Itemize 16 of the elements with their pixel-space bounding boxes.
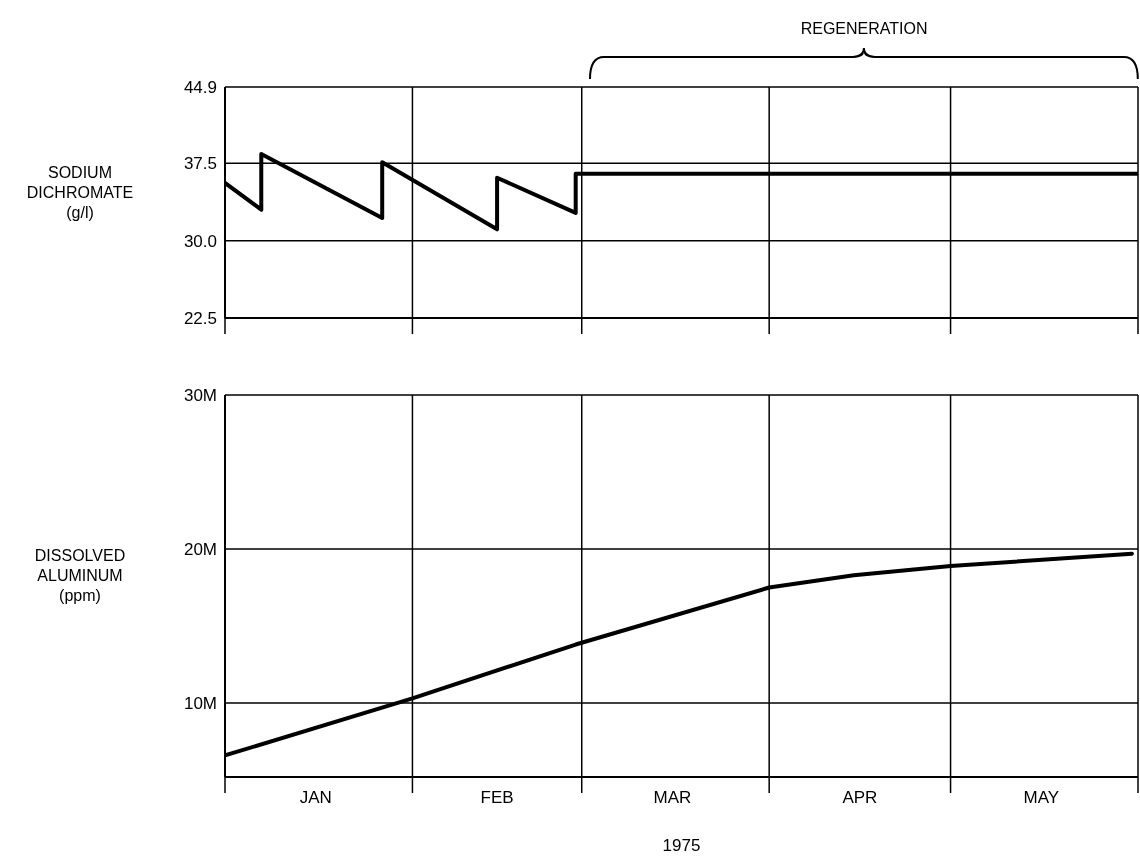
y-tick-label: 37.5 (183, 154, 217, 174)
y-tick-label: 10M (183, 694, 217, 714)
x-tick-label: APR (842, 788, 878, 807)
y-axis-title: SODIUM DICHROMATE (g/l) (25, 162, 135, 223)
x-tick-label: MAR (653, 788, 692, 807)
y-tick-label: 30.0 (183, 231, 217, 251)
x-tick-label: FEB (480, 788, 514, 807)
y-tick-label: 22.5 (183, 309, 217, 329)
x-tick-label: JAN (299, 788, 332, 807)
x-axis-title: 1975 (661, 836, 702, 856)
y-tick-label: 44.9 (183, 78, 217, 98)
x-tick-label: MAY (1023, 788, 1060, 807)
y-axis-title: DISSOLVED ALUMINUM (ppm) (33, 546, 127, 606)
text: REGENERATION (799, 20, 929, 38)
y-tick-label: 30M (183, 386, 217, 406)
y-tick-label: 20M (183, 540, 217, 560)
